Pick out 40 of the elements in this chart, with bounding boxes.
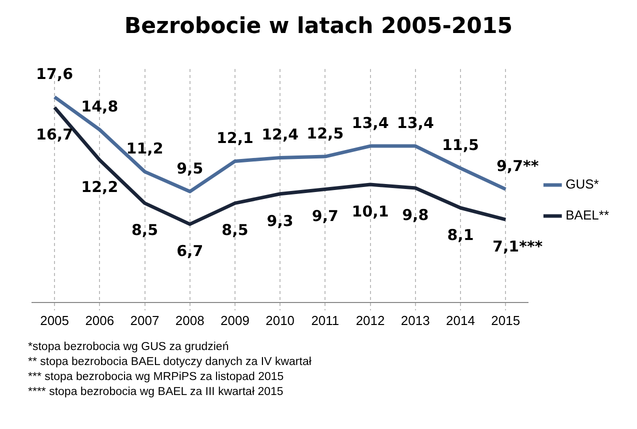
x-tick-label: 2014 bbox=[446, 312, 475, 328]
data-label: 8,5 bbox=[222, 221, 248, 240]
data-label: 12,5 bbox=[306, 124, 344, 143]
data-label: 8,1 bbox=[447, 226, 474, 244]
text: **** stopa bezrobocia wg BAEL za III kwartał 2015 bbox=[28, 385, 284, 400]
data-label: 7,1*** bbox=[492, 238, 543, 256]
x-tick-label: 2007 bbox=[130, 312, 160, 328]
data-label: 16,7 bbox=[36, 126, 74, 144]
data-label: 9,8 bbox=[402, 206, 429, 224]
data-label: 9,7 bbox=[312, 207, 338, 226]
data-label: 17,6 bbox=[36, 65, 74, 84]
data-label: 14,8 bbox=[81, 98, 118, 116]
x-tick-label: 2008 bbox=[175, 312, 204, 328]
data-label: 9,5 bbox=[176, 160, 204, 178]
chart-title: Bezrobocie w latach 2005-2015 bbox=[123, 14, 514, 39]
x-tick-label: 2010 bbox=[266, 312, 295, 328]
data-label: 12,2 bbox=[81, 178, 118, 196]
x-tick-label: 2011 bbox=[311, 312, 340, 328]
data-label: 13,4 bbox=[352, 114, 389, 132]
data-label: 12,1 bbox=[216, 129, 254, 148]
x-tick-label: 2012 bbox=[356, 312, 385, 328]
text: *stopa bezrobocia wg GUS za grudzień bbox=[28, 340, 230, 355]
x-tick-label: 2009 bbox=[220, 312, 250, 328]
data-label: 11,5 bbox=[442, 136, 479, 154]
data-label: 11,2 bbox=[126, 140, 164, 158]
x-tick-label: 2005 bbox=[40, 312, 70, 328]
text: *** stopa bezrobocia wg MRPiPS za listopad 2015 bbox=[28, 370, 285, 385]
data-label: 10,1 bbox=[352, 202, 389, 221]
data-label: 9,3 bbox=[266, 212, 294, 230]
x-tick-label: 2006 bbox=[85, 312, 114, 328]
x-tick-label: 2013 bbox=[400, 312, 430, 328]
data-label: 9,7** bbox=[496, 157, 539, 176]
legend-label: BAEL** bbox=[566, 208, 610, 223]
data-label: 6,7 bbox=[176, 242, 204, 260]
data-label: 13,4 bbox=[396, 114, 434, 132]
legend-label: GUS* bbox=[566, 176, 599, 192]
data-label: 12,4 bbox=[262, 126, 299, 144]
text: ** stopa bezrobocia BAEL dotyczy danych za IV kwartał bbox=[28, 355, 312, 370]
x-tick-label: 2015 bbox=[491, 312, 520, 328]
data-label: 8,5 bbox=[131, 221, 158, 240]
